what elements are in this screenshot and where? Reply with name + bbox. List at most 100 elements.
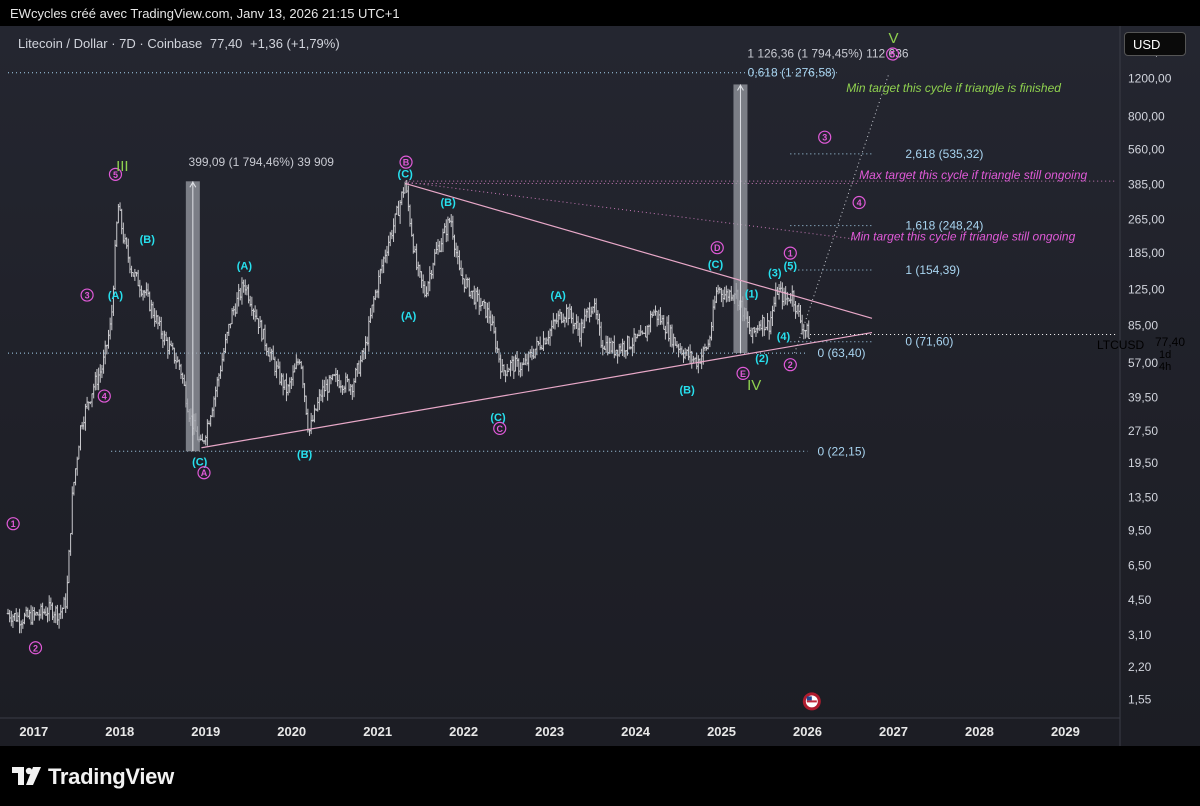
price-tick-label: 125,00: [1128, 283, 1165, 297]
chart-annotation: Min target this cycle if triangle is fin…: [846, 81, 1061, 95]
time-tick-label: 2024: [621, 724, 651, 739]
wave-label-circle: [736, 366, 750, 380]
price-tag-symbol: LTCUSD: [1097, 338, 1145, 352]
top-bar: EWcycles créé avec TradingView.com, Janv…: [0, 0, 1200, 26]
time-tick-label: 2022: [449, 724, 478, 739]
price-tick-label: 9,50: [1128, 523, 1152, 537]
chart-title: EWcycles créé avec TradingView.com, Janv…: [10, 6, 400, 21]
chart-annotation: 1 126,36 (1 794,45%) 112 636: [747, 47, 909, 61]
wave-label: D: [714, 243, 721, 253]
time-tick-label: 2018: [105, 724, 134, 739]
wave-label: 3: [85, 291, 90, 301]
price-tag-value: 77,40: [1155, 335, 1186, 349]
wave-label: (C): [398, 168, 414, 180]
wave-label: (C): [708, 259, 724, 271]
price-tick-label: 800,00: [1128, 109, 1165, 123]
wave-label: (4): [777, 331, 791, 343]
last-price: 77,40: [209, 36, 243, 51]
target-projection-line: [794, 72, 890, 354]
wave-label: E: [740, 369, 746, 379]
price-tick-label: 85,00: [1128, 319, 1158, 333]
wave-label: (B): [680, 384, 696, 396]
fib-level-label: 1 (154,39): [905, 263, 960, 277]
price-tick-label: 27,50: [1128, 424, 1158, 438]
time-tick-label: 2019: [191, 724, 220, 739]
wave-label-circle: [80, 288, 94, 302]
chart-annotation: Min target this cycle if triangle still …: [850, 229, 1075, 243]
wave-label: V: [888, 30, 898, 47]
time-tick-label: 2021: [363, 724, 392, 739]
axes: 1600,001200,00800,00560,00385,00265,0018…: [0, 26, 1172, 746]
chart-panel[interactable]: 0,618 (1 276,58) 2,618 (535,32) 1,618 (248…: [0, 26, 1200, 746]
time-tick-label: 2020: [277, 724, 306, 739]
price-tick-label: 57,00: [1128, 356, 1158, 370]
time-tick-label: 2027: [879, 724, 908, 739]
wave-label-circle: [852, 195, 866, 210]
wave-label-circle: [493, 421, 507, 435]
price-tick-label: 1200,00: [1128, 72, 1172, 86]
wave-label: (A): [551, 290, 567, 302]
fib-level-label: 0 (71,60): [905, 335, 953, 349]
time-tick-label: 2029: [1051, 724, 1080, 739]
wave-label-circle: [97, 389, 111, 403]
wave-label: (A): [108, 290, 124, 302]
wave-label: 4: [102, 392, 107, 402]
symbol-description: Litecoin / Dollar · 7D · Coinbase: [18, 36, 203, 51]
us-flag-icon-stripe: [806, 700, 817, 703]
wave-label-circle: [6, 517, 20, 531]
wave-label-circle: [710, 241, 724, 255]
wave-label-circle: [28, 641, 43, 655]
time-tick-label: 2028: [965, 724, 994, 739]
time-tick-label: 2025: [707, 724, 736, 739]
triangle-upper-line: [405, 182, 873, 319]
wave-label-circle: [399, 155, 413, 169]
wave-label-circle: [818, 130, 832, 144]
measure-arrow: [737, 85, 741, 91]
tradingview-logo-icon: [12, 765, 42, 791]
wave-label: (B): [297, 449, 313, 461]
wave-label: (C): [192, 457, 208, 469]
wave-label: 2: [33, 643, 38, 653]
triangle-dotted-line: [407, 181, 855, 240]
fib-level-label: 2,618 (535,32): [905, 147, 983, 161]
wave-label-circle: [783, 246, 797, 260]
time-tick-label: 2026: [793, 724, 822, 739]
measure-arrow: [192, 182, 197, 188]
time-tick-label: 2023: [535, 724, 564, 739]
wave-label-circle: [886, 47, 900, 61]
wave-label: (B): [441, 197, 457, 209]
wave-label-circle: [108, 167, 123, 181]
wave-label: 3: [822, 133, 827, 143]
symbol-legend: Litecoin / Dollar · 7D · Coinbase 77,40 …: [18, 36, 340, 51]
price-tick-label: 265,00: [1128, 213, 1165, 227]
currency-button[interactable]: USD: [1124, 32, 1186, 56]
fib-level-label: 0,618 (1 276,58): [748, 66, 836, 80]
footer: [0, 746, 1200, 806]
fib-level-label: 0 (63,40): [818, 346, 866, 360]
wave-labels: 0,618 (1 276,58) 2,618 (535,32) 1,618 (248…: [6, 30, 1088, 711]
wave-label: 5: [113, 170, 118, 180]
price-chart[interactable]: 0,618 (1 276,58) 2,618 (535,32) 1,618 (248…: [0, 26, 1200, 746]
price-tick-label: 13,50: [1128, 490, 1158, 504]
price-tick-label: 39,50: [1128, 390, 1158, 404]
wave-label: 4: [857, 198, 862, 208]
wave-label: C: [496, 424, 503, 434]
measure-arrow: [740, 85, 744, 91]
wave-label: (5): [784, 260, 798, 272]
measure-arrow: [189, 182, 194, 188]
wave-label: IV: [747, 377, 761, 394]
chart-annotation: Max target this cycle if triangle still …: [859, 168, 1087, 182]
tradingview-logo[interactable]: TradingView: [12, 764, 174, 791]
chart-annotation: 399,09 (1 794,46%) 39 909: [189, 155, 335, 169]
price-tick-label: 560,00: [1128, 143, 1165, 157]
wave-label: 2: [788, 360, 793, 370]
time-tick-label: 2017: [19, 724, 48, 739]
fib-level-label: 0 (22,15): [818, 444, 866, 458]
drawings: [8, 72, 1117, 452]
wave-label: (A): [237, 260, 253, 272]
price-tick-label: 385,00: [1128, 178, 1165, 192]
wave-label: (B): [140, 234, 156, 246]
wave-label: 1: [11, 519, 16, 529]
triangle-lower-line: [201, 331, 873, 449]
us-flag-icon-canton: [806, 696, 812, 701]
